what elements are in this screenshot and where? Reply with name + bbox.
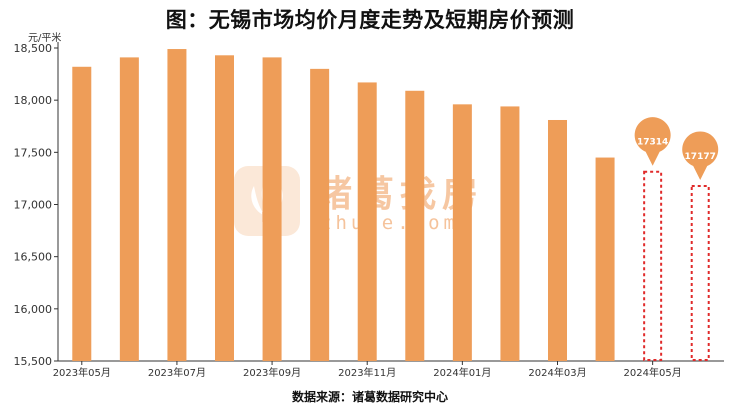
y-tick-label: 16,500 [14, 251, 53, 264]
bar [167, 49, 187, 361]
watermark-text: 诸葛找房 [316, 174, 485, 215]
y-tick-label: 15,500 [14, 355, 53, 368]
x-tick-label: 2023年11月 [338, 366, 396, 379]
bar [405, 90, 425, 361]
y-tick-label: 18,000 [14, 94, 53, 107]
y-tick-label: 17,500 [14, 146, 53, 159]
forecast-value-label: 17314 [637, 138, 668, 148]
y-tick-label: 18,500 [14, 42, 53, 55]
forecast-marker-icon [682, 131, 719, 181]
bar [452, 104, 472, 361]
bar [548, 119, 567, 362]
forecast-value-label: 17177 [685, 152, 716, 162]
bar [595, 157, 615, 361]
x-tick-label: 2024年05月 [624, 366, 682, 379]
forecast-bar [690, 185, 710, 361]
bar [119, 57, 139, 361]
y-tick-label: 17,000 [14, 199, 53, 212]
bar [500, 106, 520, 361]
bar [72, 66, 92, 361]
bar [357, 82, 377, 362]
bar [262, 57, 282, 361]
forecast-marker-icon [634, 117, 671, 166]
x-tick-label: 2024年01月 [433, 366, 491, 379]
bar [215, 55, 234, 361]
bar [310, 68, 330, 361]
x-tick-label: 2023年09月 [243, 366, 301, 379]
x-tick-label: 2023年07月 [148, 366, 206, 379]
y-axis-unit: 元/平米 [28, 31, 61, 44]
x-tick-label: 2024年03月 [528, 366, 586, 379]
forecast-bar [643, 170, 663, 361]
x-tick-label: 2023年05月 [53, 366, 111, 379]
chart-title: 图：无锡市场均价月度走势及短期房价预测 [165, 8, 575, 32]
data-source: 数据来源：诸葛数据研究中心 [291, 390, 448, 404]
y-tick-label: 16,000 [14, 303, 53, 316]
